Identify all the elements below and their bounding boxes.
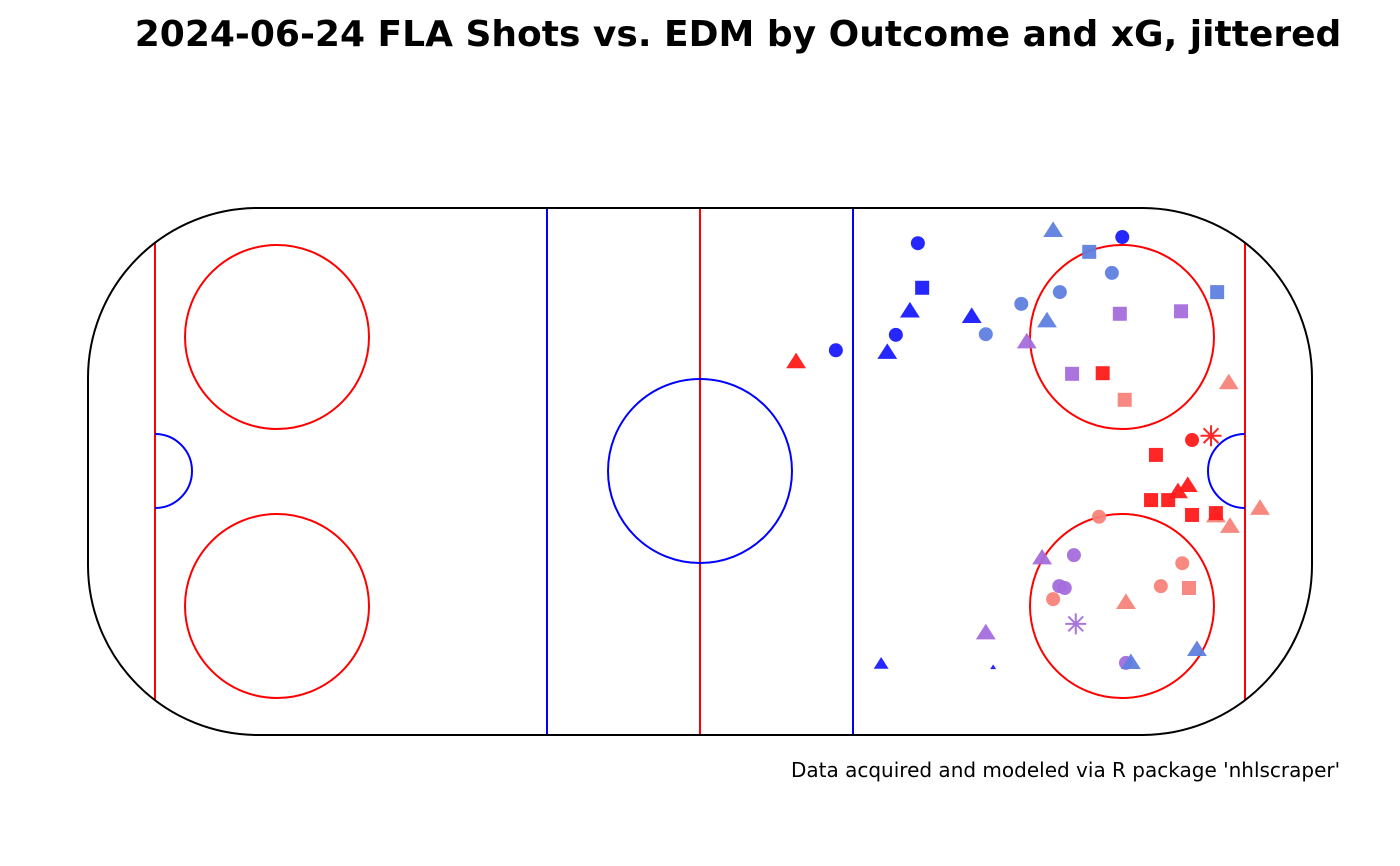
shot-point-triangle	[873, 657, 889, 669]
shot-point-triangle	[1187, 640, 1207, 657]
shot-point-triangle	[975, 623, 996, 640]
shot-point-triangle	[990, 664, 997, 670]
shot-point-square	[1210, 285, 1225, 300]
shot-point-triangle	[1218, 373, 1239, 390]
shot-point-square	[1095, 366, 1110, 381]
shot-point-circle	[910, 236, 925, 251]
shot-point-square	[1112, 306, 1127, 321]
shot-point-square	[1185, 507, 1200, 522]
shot-point-triangle	[1116, 593, 1136, 609]
shot-point-circle	[888, 327, 903, 342]
shot-point-square	[1148, 447, 1163, 462]
shot-point-asterisk	[1065, 613, 1087, 635]
shot-point-square	[1144, 493, 1159, 508]
shot-point-triangle	[1032, 548, 1053, 565]
shot-point-circle	[828, 343, 843, 358]
shot-point-triangle	[899, 301, 920, 318]
rink	[87, 207, 1313, 736]
shot-point-triangle	[1220, 517, 1240, 533]
faceoff-circle	[184, 513, 370, 699]
shot-point-circle	[1175, 556, 1190, 571]
shot-point-square	[1208, 506, 1223, 521]
shot-point-triangle	[1037, 311, 1057, 328]
shot-point-square	[1065, 366, 1080, 381]
shot-point-triangle	[877, 343, 898, 359]
shot-point-triangle	[961, 307, 982, 324]
shot-point-square	[1082, 244, 1097, 259]
shot-point-circle	[1057, 580, 1072, 595]
center-circle	[607, 378, 793, 564]
shot-point-circle	[1153, 579, 1168, 594]
shot-point-triangle	[1177, 476, 1198, 492]
shot-point-circle	[1104, 265, 1119, 280]
shot-point-circle	[978, 327, 993, 342]
faceoff-circle	[184, 244, 370, 430]
shot-point-triangle	[1043, 221, 1064, 237]
shot-point-circle	[1092, 509, 1107, 524]
faceoff-circle	[1029, 244, 1215, 430]
shot-point-square	[1161, 493, 1176, 508]
shot-point-triangle	[1016, 332, 1037, 349]
shot-point-square	[1117, 392, 1132, 407]
shot-point-asterisk	[1200, 425, 1222, 447]
shot-point-triangle	[1250, 499, 1270, 515]
shot-point-triangle	[786, 352, 807, 369]
goal-crease-left	[154, 433, 193, 509]
shot-point-square	[1181, 580, 1196, 595]
shot-points	[786, 221, 1270, 670]
shot-point-circle	[1014, 296, 1029, 311]
shot-point-circle	[1046, 592, 1061, 607]
shot-point-circle	[1052, 285, 1067, 300]
faceoff-circle	[1029, 513, 1215, 699]
rink-boards	[87, 207, 1313, 736]
chart-title: 2024-06-24 FLA Shots vs. EDM by Outcome …	[134, 14, 1342, 55]
goal-crease-right	[1207, 433, 1246, 509]
shot-point-circle	[1115, 230, 1130, 245]
shot-point-triangle	[1120, 653, 1141, 670]
shot-point-square	[1174, 304, 1189, 319]
shot-point-circle	[1185, 433, 1200, 448]
chart-caption: Data acquired and modeled via R package …	[791, 758, 1341, 782]
shot-point-square	[915, 280, 930, 295]
shot-point-circle	[1066, 548, 1081, 563]
